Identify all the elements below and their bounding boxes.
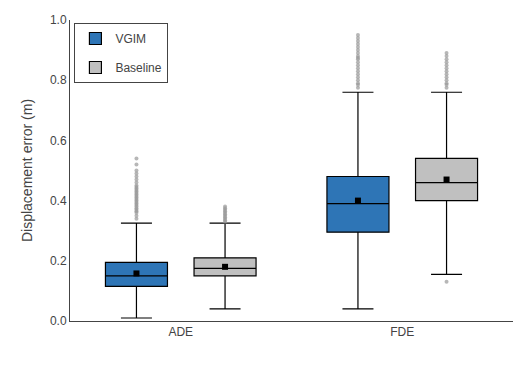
svg-text:Displacement error (m): Displacement error (m) bbox=[19, 99, 35, 242]
svg-text:0.6: 0.6 bbox=[50, 134, 67, 148]
svg-text:FDE: FDE bbox=[390, 325, 414, 339]
svg-text:Baseline: Baseline bbox=[115, 61, 161, 75]
svg-text:0.4: 0.4 bbox=[50, 194, 67, 208]
svg-text:VGIM: VGIM bbox=[115, 32, 146, 46]
svg-text:0.8: 0.8 bbox=[50, 73, 67, 87]
svg-text:0.0: 0.0 bbox=[50, 314, 67, 328]
svg-text:ADE: ADE bbox=[168, 325, 193, 339]
svg-text:0.2: 0.2 bbox=[50, 254, 67, 268]
svg-text:1.0: 1.0 bbox=[50, 13, 67, 27]
